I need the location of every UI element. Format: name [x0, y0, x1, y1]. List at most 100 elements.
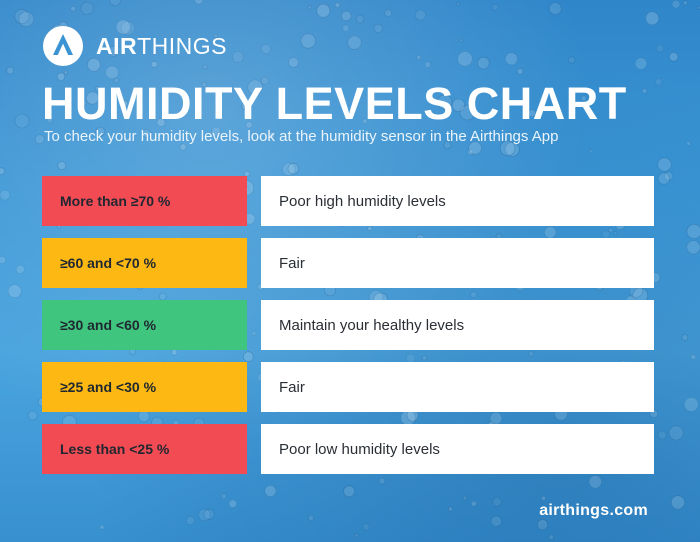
footer-website-link[interactable]: airthings.com: [539, 502, 648, 519]
water-droplet: [63, 70, 68, 75]
water-droplet: [70, 5, 76, 12]
water-droplet: [287, 162, 300, 175]
level-row-very-low: Less than <25 % Poor low humidity levels: [42, 424, 654, 474]
water-droplet: [80, 1, 94, 15]
level-row-very-high: More than ≥70 % Poor high humidity level…: [42, 176, 654, 226]
water-droplet: [504, 52, 518, 66]
level-range-label: More than ≥70 %: [42, 176, 247, 226]
water-droplet: [457, 51, 473, 67]
water-droplet: [287, 56, 299, 68]
water-droplet: [664, 171, 674, 181]
water-droplet: [548, 534, 554, 540]
water-droplet: [264, 484, 277, 497]
water-droplet: [447, 506, 453, 512]
level-range-label: ≥60 and <70 %: [42, 238, 247, 288]
humidity-levels-table: More than ≥70 % Poor high humidity level…: [42, 176, 654, 486]
water-droplet: [686, 223, 700, 240]
water-droplet: [228, 499, 237, 508]
water-droplet: [354, 533, 359, 538]
water-droplet: [657, 430, 667, 440]
level-row-high: ≥60 and <70 % Fair: [42, 238, 654, 288]
water-droplet: [27, 410, 38, 421]
water-droplet: [670, 495, 686, 510]
water-droplet: [634, 57, 648, 70]
brand-header: AIRTHINGS: [42, 25, 227, 67]
water-droplet: [373, 23, 383, 34]
water-droplet: [657, 172, 671, 185]
water-droplet: [342, 24, 350, 32]
water-droplet: [477, 56, 490, 70]
water-droplet: [462, 495, 468, 501]
water-droplet: [281, 162, 296, 177]
water-droplet: [491, 3, 499, 11]
level-description: Fair: [261, 362, 654, 412]
water-droplet: [105, 65, 119, 80]
water-droplet: [109, 0, 121, 7]
water-droplet: [516, 67, 524, 75]
water-droplet: [300, 33, 316, 49]
brand-name-light: THINGS: [137, 32, 228, 59]
water-droplet: [416, 54, 422, 60]
page-subtitle: To check your humidity levels, look at t…: [44, 128, 559, 145]
water-droplet: [671, 0, 681, 9]
water-droplet: [414, 9, 427, 21]
brand-name-bold: AIR: [96, 32, 138, 59]
water-droplet: [655, 78, 663, 86]
water-droplet: [490, 515, 502, 527]
water-droplet: [198, 508, 211, 522]
water-droplet: [231, 50, 244, 63]
water-droplet: [424, 61, 432, 68]
water-droplet: [316, 3, 331, 18]
water-droplet: [567, 56, 576, 64]
water-droplet: [0, 189, 11, 201]
level-range-label: ≥30 and <60 %: [42, 300, 247, 350]
water-droplet: [681, 334, 689, 341]
water-droplet: [686, 141, 691, 146]
water-droplet: [6, 66, 15, 75]
water-droplet: [384, 9, 393, 17]
water-droplet: [683, 397, 699, 412]
water-droplet: [541, 495, 546, 501]
level-row-low: ≥25 and <30 % Fair: [42, 362, 654, 412]
water-droplet: [0, 167, 6, 175]
water-droplet: [536, 519, 549, 531]
water-droplet: [657, 157, 672, 172]
water-droplet: [343, 485, 356, 498]
water-droplet: [548, 2, 562, 16]
water-droplet: [261, 44, 272, 55]
water-droplet: [7, 284, 22, 299]
level-description: Fair: [261, 238, 654, 288]
water-droplet: [14, 8, 30, 24]
water-droplet: [467, 149, 474, 156]
level-description: Poor high humidity levels: [261, 176, 654, 226]
water-droplet: [682, 0, 688, 6]
water-droplet: [220, 493, 227, 500]
water-droplet: [459, 38, 464, 43]
water-droplet: [690, 354, 697, 360]
water-droplet: [307, 515, 314, 522]
water-droplet: [334, 2, 341, 8]
water-droplet: [492, 497, 502, 507]
water-droplet: [362, 523, 370, 531]
water-droplet: [656, 44, 665, 53]
water-droplet: [194, 0, 204, 5]
water-droplet: [18, 11, 35, 28]
water-droplet: [0, 255, 7, 264]
brand-name: AIRTHINGS: [96, 33, 227, 60]
water-droplet: [15, 264, 25, 274]
water-droplet: [340, 10, 352, 22]
water-droplet: [57, 160, 67, 170]
water-droplet: [641, 87, 648, 94]
water-droplet: [185, 515, 195, 526]
water-droplet: [34, 134, 45, 145]
level-range-label: ≥25 and <30 %: [42, 362, 247, 412]
water-droplet: [307, 5, 312, 10]
water-droplet: [645, 11, 660, 26]
water-droplet: [99, 524, 105, 530]
level-description: Maintain your healthy levels: [261, 300, 654, 350]
water-droplet: [668, 425, 684, 441]
water-droplet: [347, 35, 362, 50]
water-droplet: [355, 14, 365, 24]
water-droplet: [686, 240, 700, 255]
